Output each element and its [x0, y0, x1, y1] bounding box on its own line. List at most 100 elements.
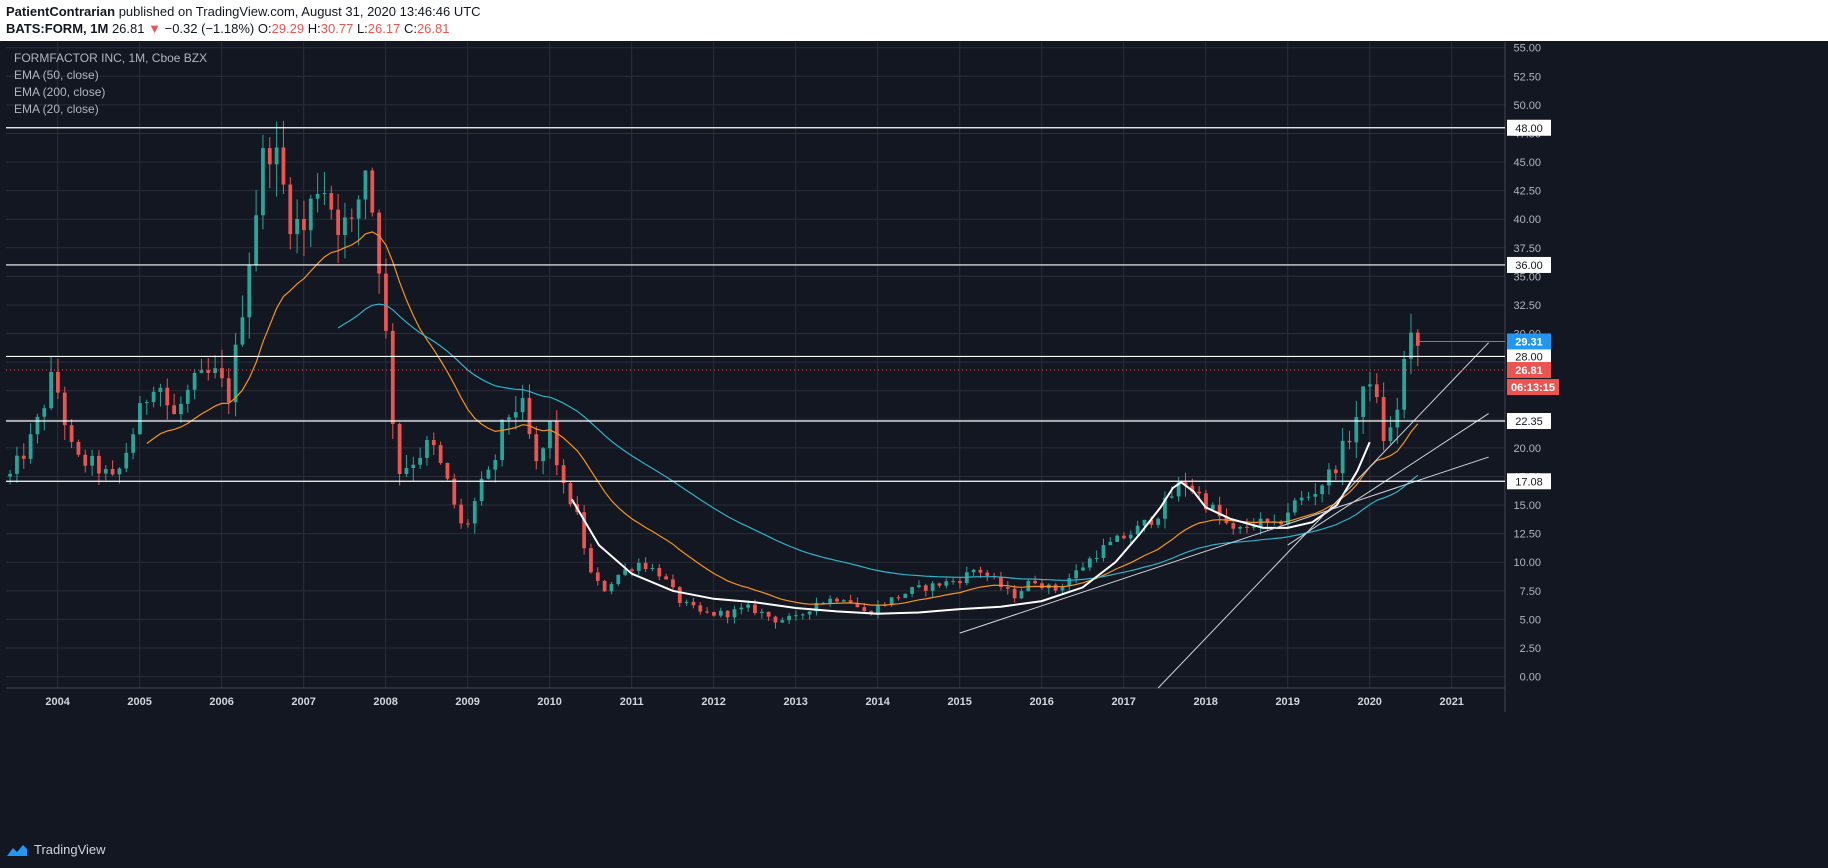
candle-body[interactable] [240, 317, 245, 345]
candle-body[interactable] [158, 387, 163, 392]
candle-body[interactable] [1163, 497, 1167, 519]
candle-body[interactable] [527, 397, 532, 435]
candle-body[interactable] [1033, 580, 1038, 584]
candle-body[interactable] [746, 604, 750, 608]
candle-body[interactable] [1333, 469, 1338, 474]
candle-body[interactable] [21, 455, 26, 459]
candle-body[interactable] [513, 412, 518, 418]
candle-body[interactable] [192, 372, 197, 390]
candle-body[interactable] [718, 610, 723, 616]
candle-body[interactable] [896, 597, 901, 599]
candle-body[interactable] [1409, 332, 1413, 359]
candle-body[interactable] [602, 580, 607, 592]
candle-body[interactable] [172, 405, 176, 415]
candle-body[interactable] [1415, 332, 1420, 346]
candle-body[interactable] [206, 370, 211, 373]
candle-body[interactable] [1347, 440, 1352, 443]
candle-body[interactable] [1231, 523, 1236, 529]
candle-body[interactable] [1094, 557, 1099, 559]
candle-body[interactable] [1381, 397, 1386, 441]
candle-body[interactable] [390, 330, 395, 424]
candle-body[interactable] [595, 572, 600, 581]
candle-body[interactable] [780, 620, 785, 623]
candle-body[interactable] [541, 448, 545, 462]
candle-body[interactable] [131, 434, 135, 453]
candle-body[interactable] [1081, 567, 1085, 571]
candle-body[interactable] [1402, 358, 1407, 410]
candle-body[interactable] [8, 473, 12, 477]
legend-ema20[interactable]: EMA (20, close) [14, 102, 99, 116]
candle-body[interactable] [1306, 496, 1311, 498]
candle-body[interactable] [732, 609, 737, 618]
candle-body[interactable] [664, 576, 668, 580]
candle-body[interactable] [582, 512, 586, 549]
candle-body[interactable] [83, 454, 88, 466]
candle-body[interactable] [466, 523, 470, 525]
candle-body[interactable] [1019, 591, 1024, 599]
candle-body[interactable] [1149, 519, 1154, 525]
candle-body[interactable] [42, 408, 47, 417]
candle-body[interactable] [1122, 535, 1126, 539]
candle-body[interactable] [404, 468, 409, 474]
candle-body[interactable] [691, 601, 696, 606]
candle-body[interactable] [267, 148, 272, 165]
candle-body[interactable] [1074, 570, 1079, 579]
candle-body[interactable] [787, 615, 792, 621]
legend-title[interactable]: FORMFACTOR INC, 1M, Cboe BZX [14, 51, 208, 65]
candle-body[interactable] [1128, 534, 1133, 539]
legend-ema200[interactable]: EMA (200, close) [14, 85, 106, 99]
candle-body[interactable] [725, 610, 730, 618]
candle-body[interactable] [589, 548, 593, 573]
candle-body[interactable] [69, 425, 74, 442]
candle-body[interactable] [643, 562, 648, 570]
candle-body[interactable] [862, 607, 867, 612]
candle-body[interactable] [1190, 485, 1195, 492]
candle-body[interactable] [49, 371, 53, 409]
candle-body[interactable] [254, 215, 258, 265]
candle-body[interactable] [971, 569, 976, 573]
candle-body[interactable] [1217, 504, 1222, 517]
candle-body[interactable] [1327, 469, 1331, 486]
candle-body[interactable] [472, 501, 477, 524]
candle-body[interactable] [985, 572, 990, 576]
candle-body[interactable] [233, 344, 238, 403]
candle-body[interactable] [336, 209, 340, 235]
candle-body[interactable] [807, 611, 812, 615]
candle-body[interactable] [247, 264, 252, 318]
candle-body[interactable] [62, 392, 67, 426]
candle-body[interactable] [15, 455, 19, 474]
candle-body[interactable] [876, 605, 880, 615]
candle-body[interactable] [281, 147, 286, 185]
candle-body[interactable] [944, 581, 949, 586]
ema20-line[interactable] [146, 231, 1419, 606]
candle-body[interactable] [753, 604, 757, 614]
candle-body[interactable] [630, 569, 634, 571]
trendline[interactable] [1157, 342, 1489, 689]
candle-body[interactable] [377, 212, 381, 274]
candle-body[interactable] [739, 607, 744, 610]
candle-body[interactable] [507, 417, 511, 420]
candle-body[interactable] [671, 579, 675, 588]
candle-body[interactable] [165, 387, 170, 406]
candle-body[interactable] [117, 468, 122, 475]
chart-panel[interactable] [0, 41, 1828, 868]
candle-body[interactable] [438, 445, 443, 463]
candle-body[interactable] [1060, 586, 1065, 591]
candle-body[interactable] [657, 567, 662, 577]
candle-body[interactable] [677, 587, 682, 603]
candle-body[interactable] [1299, 497, 1304, 501]
candle-body[interactable] [452, 478, 457, 505]
candle-body[interactable] [322, 193, 327, 195]
candle-body[interactable] [220, 368, 224, 379]
candle-body[interactable] [343, 217, 347, 235]
trendline[interactable] [1287, 413, 1489, 546]
candle-body[interactable] [1388, 427, 1393, 441]
candle-body[interactable] [1265, 518, 1270, 523]
candle-body[interactable] [636, 562, 641, 571]
candle-body[interactable] [1183, 482, 1188, 486]
candle-body[interactable] [179, 403, 183, 415]
candle-body[interactable] [185, 389, 190, 404]
candle-body[interactable] [623, 569, 627, 575]
candle-body[interactable] [684, 601, 689, 603]
candle-body[interactable] [308, 198, 313, 231]
